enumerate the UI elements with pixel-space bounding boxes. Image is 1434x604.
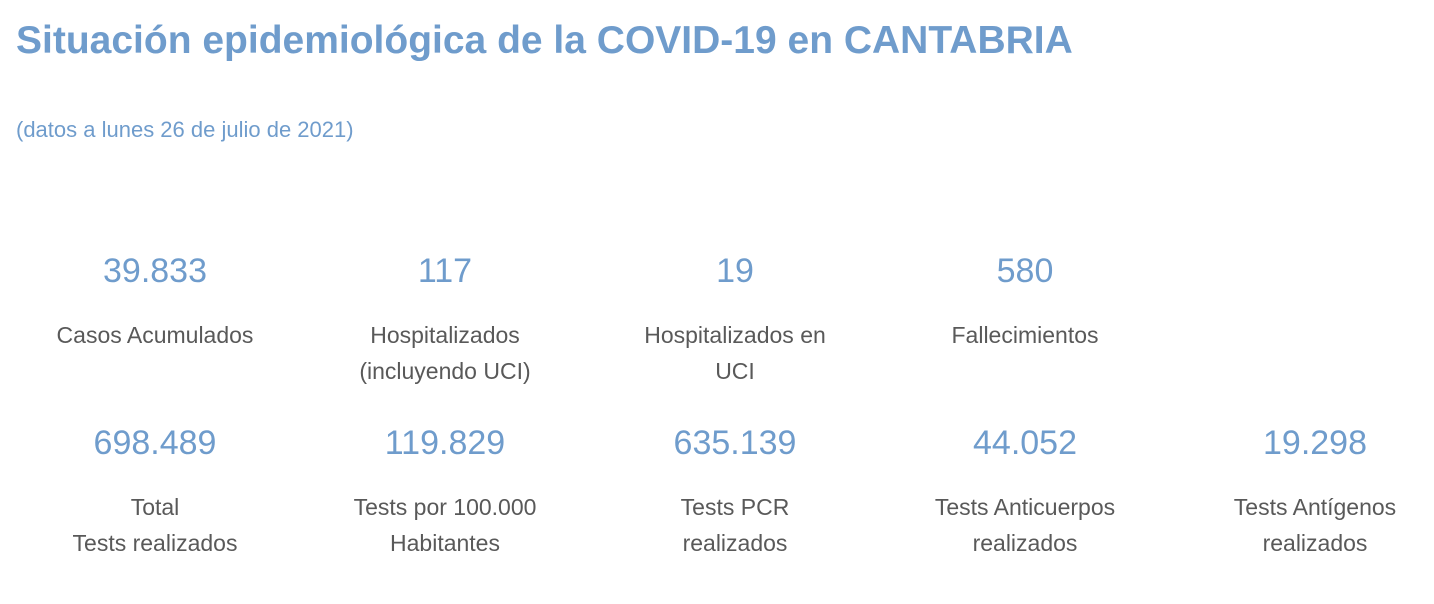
stat-value: 117 (417, 252, 473, 290)
stat-value: 698.489 (93, 424, 217, 462)
stat-label: Total Tests realizados (72, 494, 238, 556)
stats-grid: 39.833 Casos Acumulados 117 Hospitalizad… (10, 250, 1434, 594)
stat-value: 44.052 (973, 424, 1077, 462)
stat-hospitalized: 117 Hospitalizados (incluyendo UCI) (300, 250, 590, 422)
stat-value: 39.833 (103, 252, 207, 290)
stats-row-cases: 39.833 Casos Acumulados 117 Hospitalizad… (10, 250, 1434, 422)
stat-value: 19 (716, 252, 754, 290)
stat-accumulated-cases: 39.833 Casos Acumulados (10, 250, 300, 422)
stat-label: Tests Anticuerpos realizados (934, 494, 1116, 556)
stat-antigen-tests: 19.298 Tests Antígenos realizados (1170, 422, 1434, 594)
stat-value: 635.139 (673, 424, 797, 462)
stat-label: Casos Acumulados (56, 322, 254, 348)
page-title: Situación epidemiológica de la COVID-19 … (16, 19, 1073, 62)
stat-label: Tests por 100.000 Habitantes (353, 494, 537, 556)
stat-total-tests: 698.489 Total Tests realizados (10, 422, 300, 594)
stat-label: Hospitalizados en UCI (644, 322, 826, 384)
stat-value: 119.829 (384, 424, 506, 462)
data-date-subtitle: (datos a lunes 26 de julio de 2021) (16, 117, 354, 142)
stat-label: Hospitalizados (incluyendo UCI) (359, 322, 531, 384)
stats-row-tests: 698.489 Total Tests realizados 119.829 T… (10, 422, 1434, 594)
stat-value: 580 (996, 252, 1054, 290)
stat-antibody-tests: 44.052 Tests Anticuerpos realizados (880, 422, 1170, 594)
stat-value: 19.298 (1263, 424, 1367, 462)
stat-icu: 19 Hospitalizados en UCI (590, 250, 880, 422)
stat-tests-per-100k: 119.829 Tests por 100.000 Habitantes (300, 422, 590, 594)
stat-pcr-tests: 635.139 Tests PCR realizados (590, 422, 880, 594)
stat-label: Fallecimientos (951, 322, 1099, 348)
stat-label: Tests PCR realizados (680, 494, 790, 556)
stat-deaths: 580 Fallecimientos (880, 250, 1170, 422)
stat-label: Tests Antígenos realizados (1233, 494, 1397, 556)
